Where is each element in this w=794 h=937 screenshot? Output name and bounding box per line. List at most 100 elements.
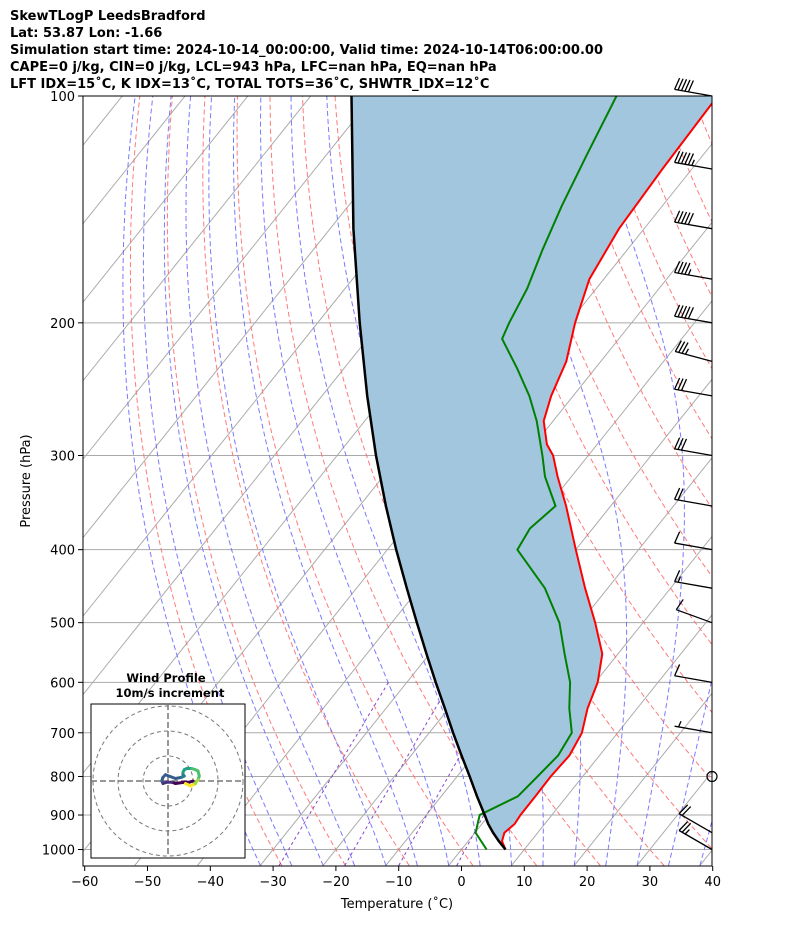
wind-barb xyxy=(675,599,713,624)
y-tick-label: 700 xyxy=(50,727,75,742)
wind-barb xyxy=(673,260,713,280)
moist-adiabat xyxy=(208,96,387,866)
chart-title: SkewTLogP LeedsBradford xyxy=(10,9,206,24)
plot-frame xyxy=(82,95,713,867)
wind-barb xyxy=(673,377,713,397)
x-tick-label: −30 xyxy=(259,875,286,890)
axes-layer: −60 −50 −40 −30 −20 −10 0 10 20 30 40 1000 900 800 700… xyxy=(42,90,721,890)
dry-adiabat xyxy=(129,96,283,866)
mixing-ratio-line xyxy=(398,682,502,866)
x-tick-label: 40 xyxy=(704,875,721,890)
wind-barb xyxy=(673,531,713,551)
dry-adiabat xyxy=(529,96,712,509)
dry-adiabat xyxy=(627,96,712,298)
y-tick-label: 300 xyxy=(50,450,75,465)
cape-fill-layer xyxy=(351,96,712,850)
y-tick-label: 400 xyxy=(50,544,75,559)
y-tick-label: 500 xyxy=(50,617,75,632)
profile-layer xyxy=(350,96,712,851)
y-tick-label: 1000 xyxy=(42,844,75,859)
wind-barb xyxy=(678,804,713,834)
moist-adiabat xyxy=(699,819,712,866)
inset-title: Wind Profile xyxy=(126,671,206,685)
moist-adiabat xyxy=(142,96,293,866)
x-axis-label: Temperature (˚C) xyxy=(340,896,453,912)
x-tick-label: 0 xyxy=(457,875,465,890)
wind-barb xyxy=(673,664,713,683)
hodograph-segment xyxy=(184,782,190,787)
isotherm-gridline xyxy=(573,692,712,866)
dry-adiabat xyxy=(659,96,712,224)
dry-adiabat xyxy=(202,96,410,866)
moist-adiabat xyxy=(163,96,324,866)
dry-adiabat xyxy=(790,96,794,866)
moist-adiabat xyxy=(586,96,685,866)
isotherm-gridline xyxy=(511,614,712,866)
mixing-ratio-line xyxy=(278,682,389,866)
wind-barb xyxy=(674,720,713,734)
location-text: Lat: 53.87 Lon: -1.66 xyxy=(10,26,163,41)
wind-barb xyxy=(673,77,713,97)
wind-barb xyxy=(678,821,713,851)
dry-adiabat xyxy=(166,96,346,866)
wind-barb xyxy=(673,150,713,170)
dry-adiabat xyxy=(725,96,794,866)
isotherm-gridline xyxy=(699,849,712,866)
chart-header: SkewTLogP LeedsBradford Lat: 53.87 Lon: … xyxy=(10,8,603,93)
y-tick-label: 600 xyxy=(50,676,75,691)
isotherm-gridline xyxy=(83,96,312,382)
x-tick-label: −40 xyxy=(197,875,224,890)
isotherm-gridline xyxy=(259,300,712,866)
dewpoint-line xyxy=(474,96,618,851)
isotherm-gridline xyxy=(636,771,712,866)
cape-cin-area xyxy=(351,96,712,850)
x-tick-label: 20 xyxy=(579,875,596,890)
moist-adiabat xyxy=(233,96,418,866)
wind-barbs xyxy=(673,77,718,851)
isotherm-gridline xyxy=(763,96,794,865)
moist-adiabat xyxy=(731,96,794,866)
moist-adiabat xyxy=(185,96,355,866)
wind-barb xyxy=(674,340,713,362)
y-tick-label: 200 xyxy=(50,317,75,332)
moist-adiabat xyxy=(290,96,481,866)
mixing-ratio-line xyxy=(344,682,451,866)
cape-text: CAPE=0 j/kg, CIN=0 j/kg, LCL=943 hPa, LF… xyxy=(10,60,497,75)
wind-barb xyxy=(673,570,713,589)
isotherm-gridline xyxy=(83,96,249,303)
y-tick-label: 100 xyxy=(50,90,75,105)
dry-adiabat xyxy=(236,96,474,866)
x-tick-label: 10 xyxy=(516,875,533,890)
y-axis-label: Pressure (hPa) xyxy=(19,434,34,527)
wind-barb xyxy=(706,770,718,783)
dry-adiabat xyxy=(497,96,712,578)
wind-profile-inset: Wind Profile 10m/s increment xyxy=(90,671,246,859)
parcel-line xyxy=(350,96,507,851)
wind-barb xyxy=(673,304,713,324)
x-tick-label: −50 xyxy=(134,875,161,890)
isotherm-gridline xyxy=(83,96,374,460)
moist-adiabat xyxy=(259,96,450,866)
dry-adiabat xyxy=(692,96,712,146)
dry-adiabat xyxy=(399,96,712,782)
temperature-line xyxy=(500,101,712,850)
wind-barb xyxy=(673,210,713,230)
x-tick-label: −60 xyxy=(71,875,98,890)
x-tick-label: −20 xyxy=(322,875,349,890)
moist-adiabat xyxy=(668,96,712,866)
wind-barb xyxy=(673,487,713,507)
time-text: Simulation start time: 2024-10-14_00:00:… xyxy=(10,43,603,58)
moist-adiabat xyxy=(494,96,628,866)
isotherm-gridline xyxy=(83,96,437,539)
hodograph-segment xyxy=(164,773,177,780)
indices-text: LFT IDX=15˚C, K IDX=13˚C, TOTAL TOTS=36˚… xyxy=(10,77,490,92)
x-tick-label: 30 xyxy=(642,875,659,890)
inset-subtitle: 10m/s increment xyxy=(116,686,225,700)
wind-barb xyxy=(673,437,713,457)
y-tick-label: 800 xyxy=(50,770,75,785)
isotherm-gridline xyxy=(322,378,712,866)
x-tick-label: −10 xyxy=(385,875,412,890)
dry-adiabat xyxy=(758,96,794,866)
y-tick-label: 900 xyxy=(50,809,75,824)
